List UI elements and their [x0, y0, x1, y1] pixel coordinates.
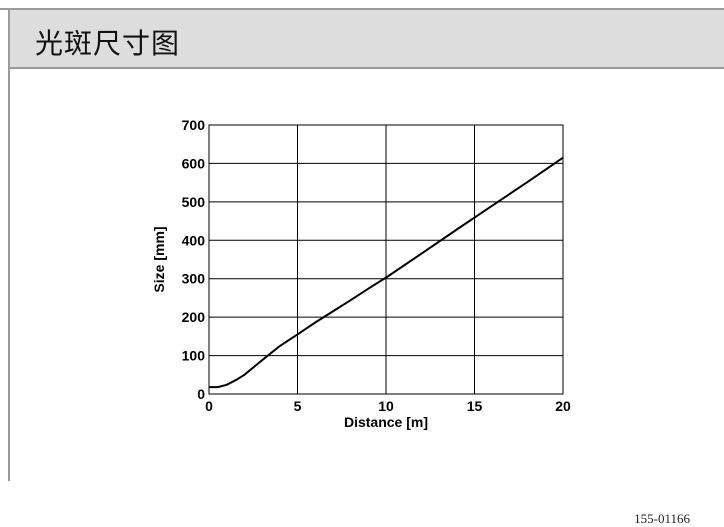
y-axis-label: Size [mm]	[151, 226, 167, 292]
y-tick-label: 400	[182, 232, 206, 248]
figure-code: 155-01166	[634, 511, 690, 526]
grid-lines	[209, 125, 563, 394]
top-rule	[0, 8, 724, 10]
y-tick-label: 300	[182, 271, 206, 287]
y-tick-label: 700	[182, 117, 206, 133]
section-title: 光斑尺寸图	[35, 27, 181, 60]
left-border	[8, 10, 10, 481]
y-tick-label: 100	[182, 348, 206, 364]
y-tick-label: 200	[182, 309, 206, 325]
x-tick-label: 15	[467, 398, 483, 414]
y-tick-label: 500	[182, 194, 206, 210]
y-tick-label: 0	[197, 386, 205, 402]
x-tick-label: 0	[205, 398, 213, 414]
x-tick-label: 20	[555, 398, 571, 414]
y-tick-label: 600	[182, 155, 206, 171]
spot-size-line	[209, 156, 564, 389]
x-tick-label: 10	[378, 398, 394, 414]
x-tick-label: 5	[294, 398, 302, 414]
content-panel: 0 5 10 15 20 0 100 200 300 400 500 600 700 Distance …	[10, 69, 724, 526]
x-axis-label: Distance [m]	[344, 414, 428, 430]
plot-frame	[208, 124, 564, 395]
section-header: 光斑尺寸图	[8, 10, 724, 69]
